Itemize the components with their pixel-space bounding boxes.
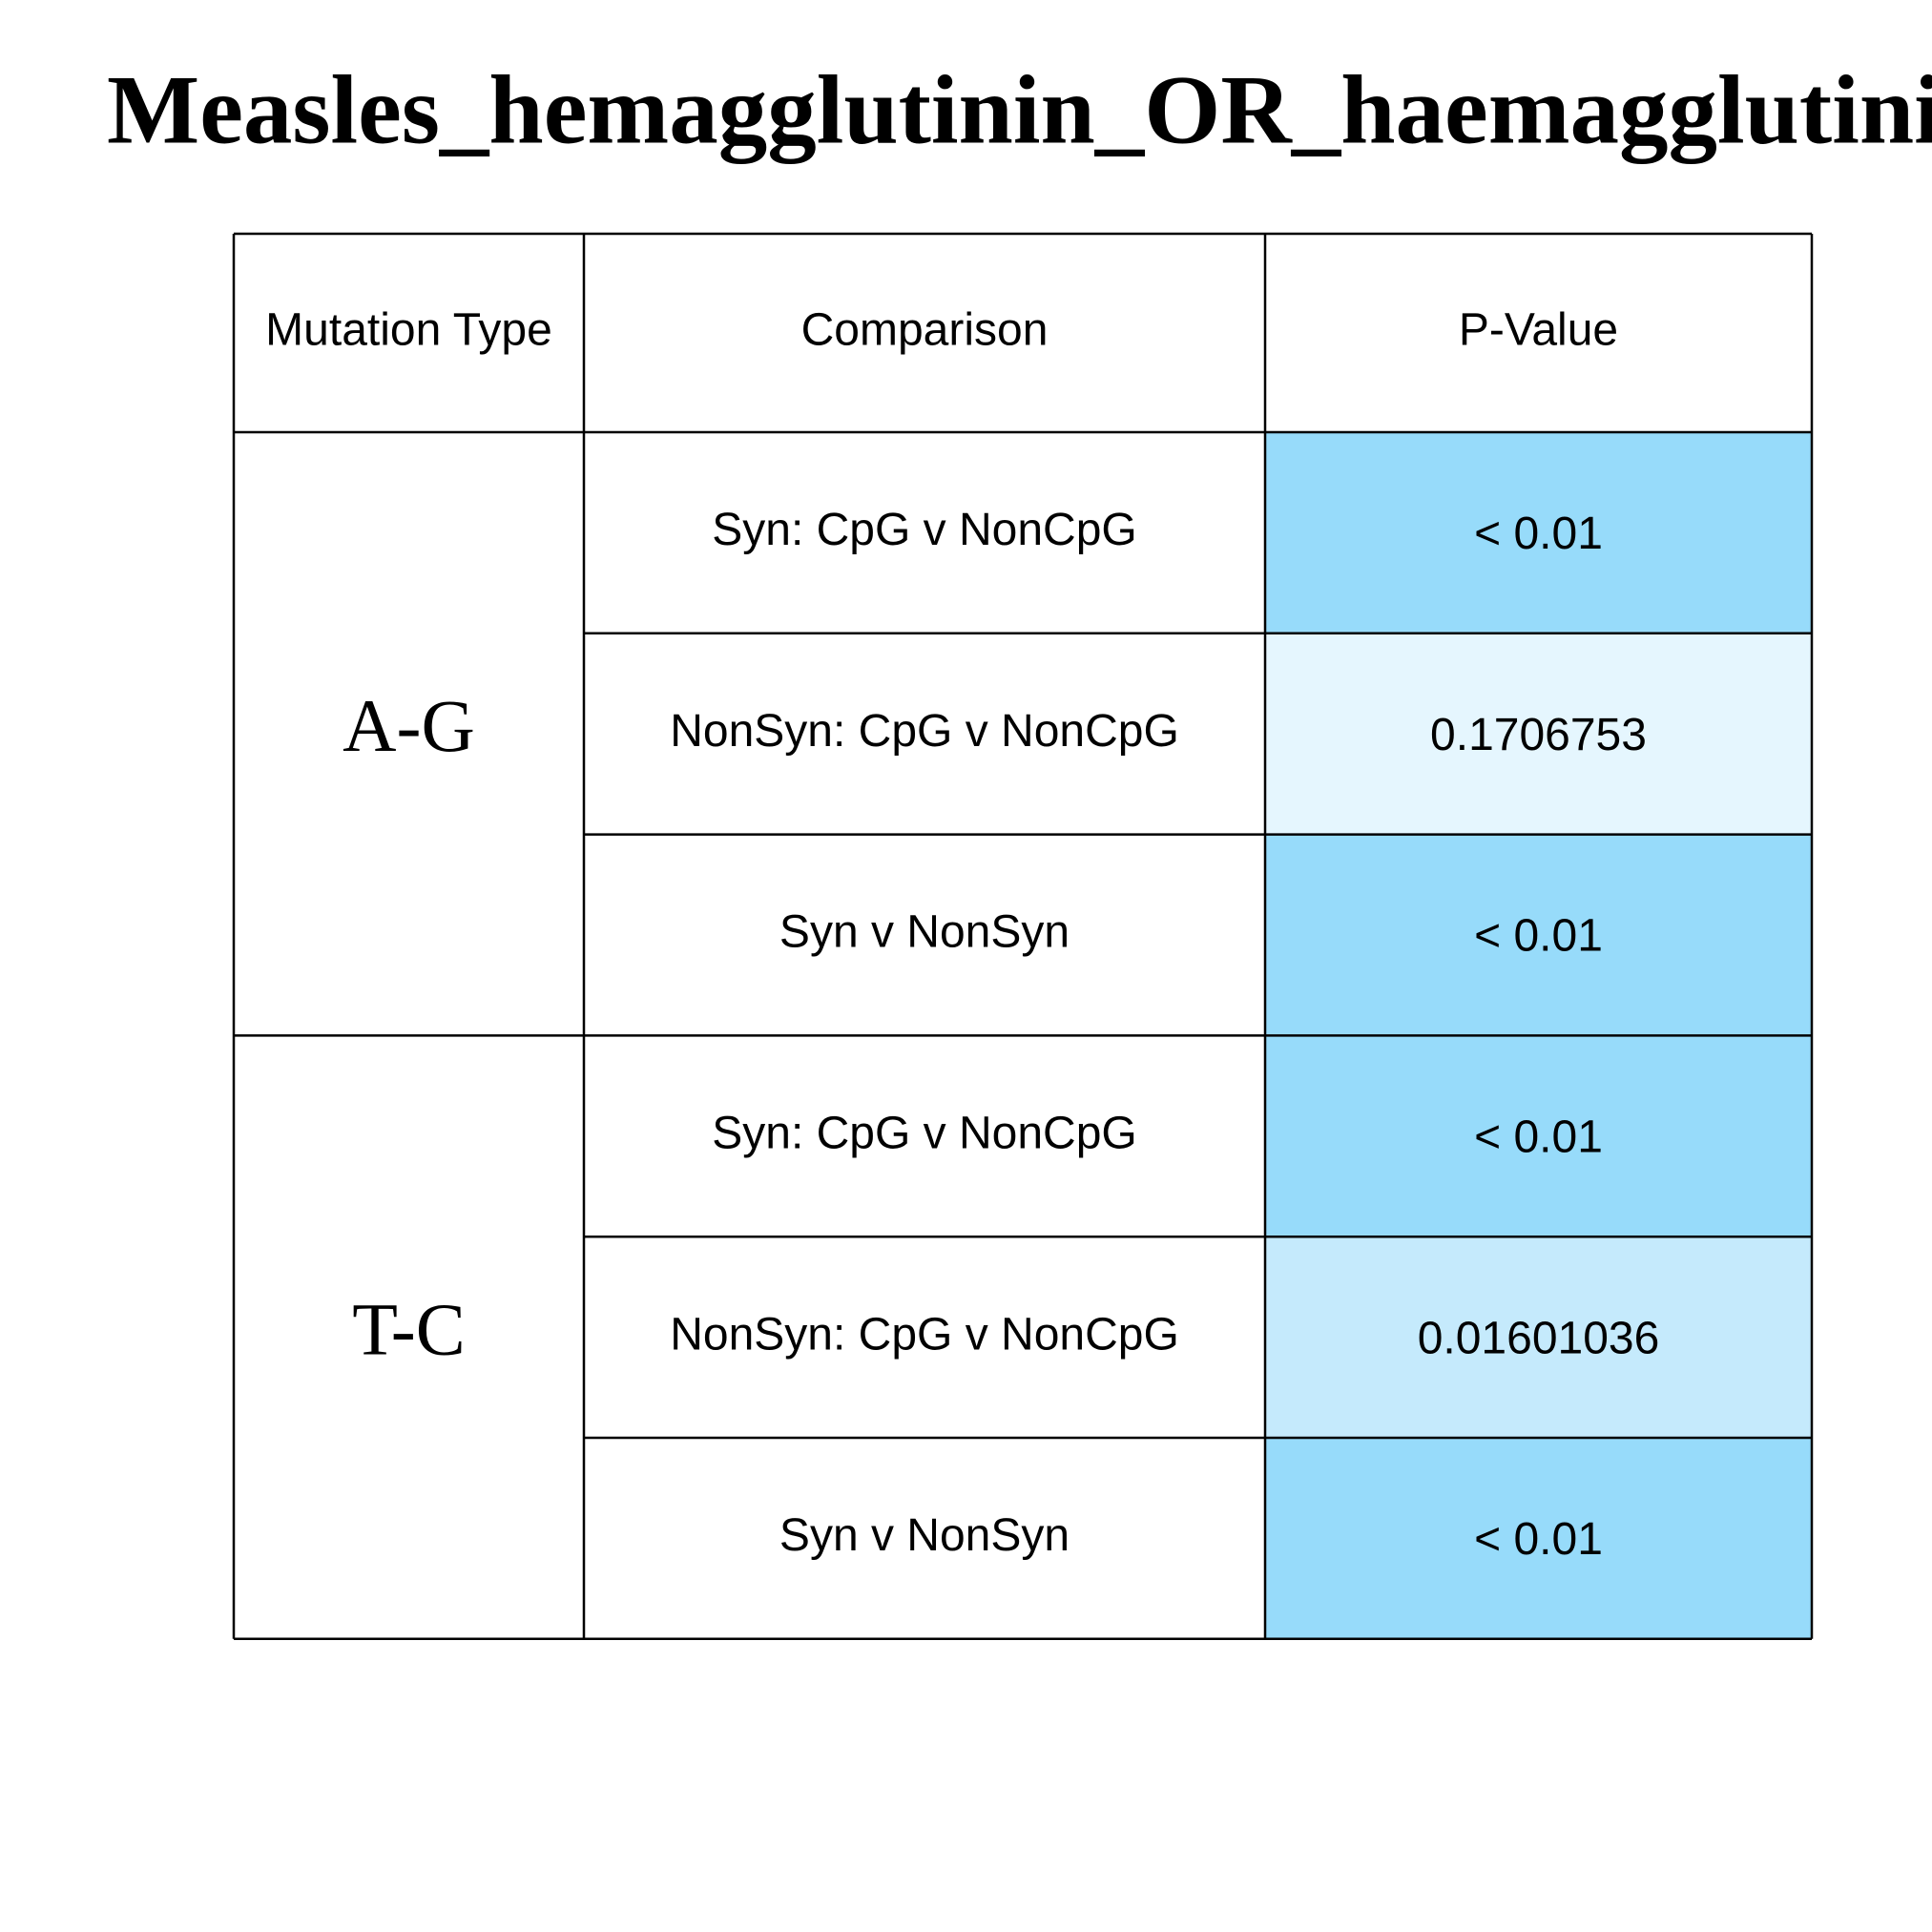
p-value-cell <box>1264 632 1813 836</box>
p-value: < 0.01 <box>1474 509 1603 559</box>
comparison: Syn: CpG v NonCpG <box>712 505 1137 555</box>
comparison: Syn: CpG v NonCpG <box>712 1108 1137 1158</box>
p-value: < 0.01 <box>1474 911 1603 962</box>
column-header: Comparison <box>801 305 1049 356</box>
comparison: NonSyn: CpG v NonCpG <box>670 1309 1179 1360</box>
column-header: Mutation Type <box>265 305 552 356</box>
p-value: 0.1706753 <box>1430 710 1647 760</box>
column-header: P-Value <box>1459 305 1618 356</box>
mutation-type: T-C <box>352 1288 466 1371</box>
p-value: < 0.01 <box>1474 1514 1603 1565</box>
p-value: < 0.01 <box>1474 1111 1603 1162</box>
title: Measles_hemagglutinin_OR_haemagglutinin <box>107 56 1932 165</box>
p-value-cell <box>1264 1437 1813 1640</box>
mutation-type: A-G <box>343 684 475 767</box>
p-value-cell <box>1264 431 1813 634</box>
comparison: Syn v NonSyn <box>779 1510 1070 1561</box>
comparison: Syn v NonSyn <box>779 907 1070 958</box>
p-value: 0.01601036 <box>1418 1313 1660 1363</box>
comparison: NonSyn: CpG v NonCpG <box>670 706 1179 757</box>
